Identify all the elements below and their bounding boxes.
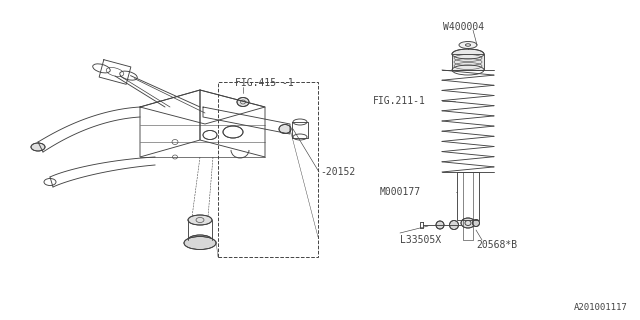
Text: 20568*B: 20568*B	[476, 240, 517, 250]
Ellipse shape	[436, 221, 444, 229]
Ellipse shape	[203, 131, 217, 140]
Ellipse shape	[184, 236, 216, 250]
Text: FIG.211-1: FIG.211-1	[373, 96, 426, 106]
Ellipse shape	[237, 98, 249, 107]
Ellipse shape	[452, 49, 484, 59]
Text: L33505X: L33505X	[400, 235, 441, 245]
Ellipse shape	[279, 124, 291, 133]
Ellipse shape	[459, 42, 477, 49]
Bar	[452, 54, 484, 70]
Ellipse shape	[188, 235, 212, 245]
Text: M000177: M000177	[380, 187, 421, 197]
Bar	[218, 82, 318, 257]
Text: -20152: -20152	[320, 167, 355, 177]
Text: A201001117: A201001117	[574, 303, 628, 312]
Ellipse shape	[461, 218, 475, 228]
Ellipse shape	[223, 126, 243, 138]
Ellipse shape	[188, 215, 212, 225]
Ellipse shape	[31, 143, 45, 151]
Ellipse shape	[449, 220, 458, 229]
Text: FIG.415 -1: FIG.415 -1	[235, 78, 294, 88]
Text: W400004: W400004	[443, 22, 484, 32]
Ellipse shape	[472, 220, 479, 227]
